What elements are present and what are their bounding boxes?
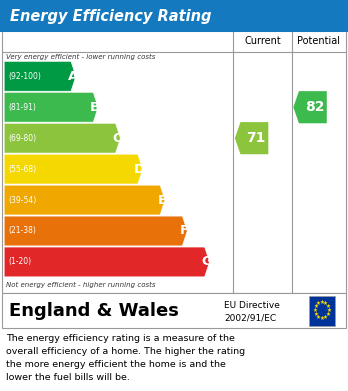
Text: 82: 82 [305,100,324,114]
FancyBboxPatch shape [2,293,346,328]
Text: Potential: Potential [298,36,340,47]
Text: (69-80): (69-80) [8,134,37,143]
Text: (92-100): (92-100) [8,72,41,81]
Text: E: E [157,194,167,206]
Polygon shape [4,123,120,153]
Text: (39-54): (39-54) [8,196,37,204]
Text: ★: ★ [316,301,321,307]
Text: F: F [180,224,189,237]
Polygon shape [4,61,76,91]
Text: 71: 71 [246,131,266,145]
Text: D: D [134,163,145,176]
Polygon shape [4,216,187,246]
Text: ★: ★ [313,304,318,309]
Text: Very energy efficient - lower running costs: Very energy efficient - lower running co… [6,54,156,60]
Text: EU Directive: EU Directive [224,301,280,310]
Text: A: A [68,70,78,83]
Text: ★: ★ [326,312,331,317]
Text: ★: ★ [313,308,317,313]
Text: The energy efficiency rating is a measure of the
overall efficiency of a home. T: The energy efficiency rating is a measur… [6,334,245,382]
Text: G: G [201,255,212,269]
Text: Current: Current [244,36,281,47]
Polygon shape [4,154,143,184]
Text: ★: ★ [326,308,331,313]
Text: ★: ★ [319,316,324,321]
FancyBboxPatch shape [0,0,348,32]
Polygon shape [4,247,209,277]
Text: 2002/91/EC: 2002/91/EC [224,313,277,323]
Text: ★: ★ [323,301,328,307]
Polygon shape [4,185,165,215]
Text: ★: ★ [326,304,331,309]
FancyBboxPatch shape [309,296,335,326]
Text: (1-20): (1-20) [8,257,31,266]
Text: C: C [113,132,122,145]
Text: ★: ★ [313,312,318,317]
Text: ★: ★ [323,315,328,320]
Text: England & Wales: England & Wales [9,302,179,320]
Text: Not energy efficient - higher running costs: Not energy efficient - higher running co… [6,282,156,288]
Text: B: B [90,101,100,114]
Polygon shape [293,91,327,123]
Polygon shape [235,122,268,154]
Text: ★: ★ [319,300,324,305]
Polygon shape [4,92,98,122]
Text: (55-68): (55-68) [8,165,37,174]
Text: (21-38): (21-38) [8,226,36,235]
FancyBboxPatch shape [2,31,346,293]
Text: (81-91): (81-91) [8,103,36,112]
Text: Energy Efficiency Rating: Energy Efficiency Rating [10,9,212,23]
Text: ★: ★ [316,315,321,320]
